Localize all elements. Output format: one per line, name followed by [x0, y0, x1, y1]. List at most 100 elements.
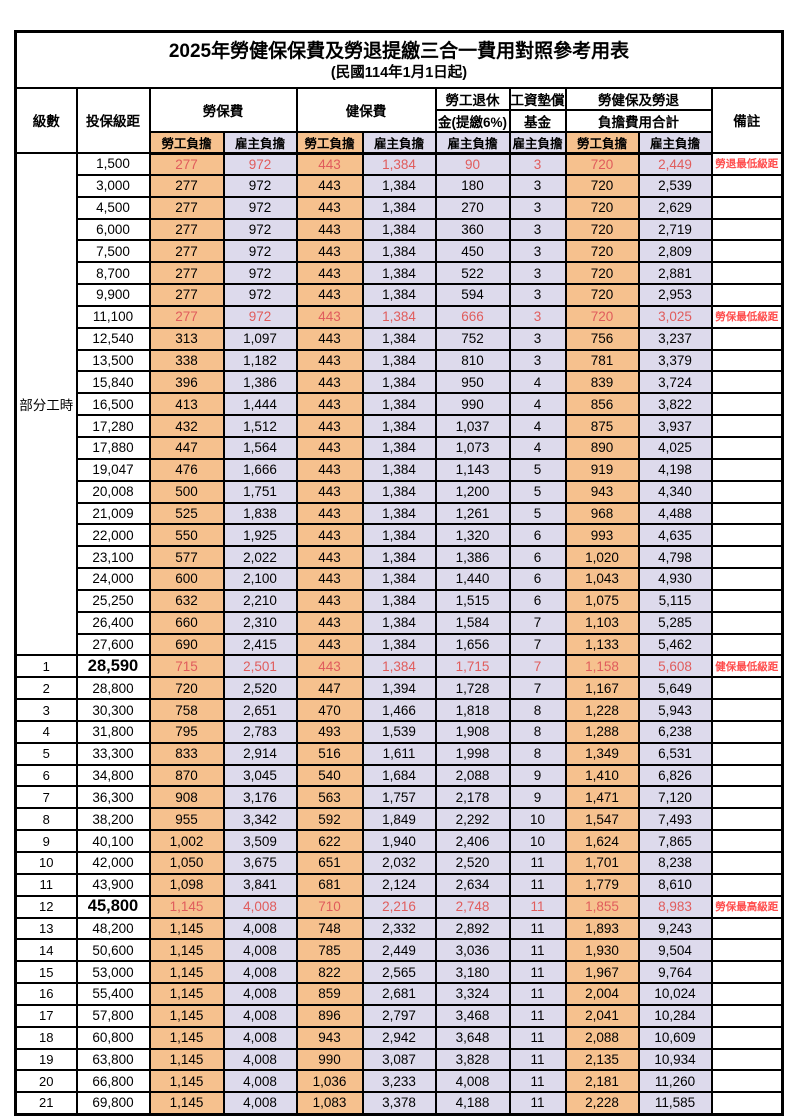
- labor-employee-cell: 277: [148, 152, 225, 176]
- total-employee-cell: 1,930: [564, 938, 640, 963]
- health-employee-cell: 443: [295, 501, 364, 526]
- labor-employer-cell: 1,182: [222, 348, 298, 373]
- health-employee-cell: 443: [295, 304, 364, 329]
- health-employer-cell: 1,684: [361, 763, 437, 788]
- bracket-cell: 55,400: [75, 982, 151, 1006]
- total-employee-cell: 2,181: [564, 1069, 640, 1094]
- table-row: 21,009 525 1,838 443 1,384 1,261 5 968 4…: [16, 501, 784, 526]
- wage-fund-employer-cell: 7: [508, 654, 567, 679]
- wage-fund-employer-cell: 9: [508, 763, 567, 788]
- bracket-cell: 66,800: [75, 1069, 151, 1094]
- total-employee-cell: 2,088: [564, 1025, 640, 1050]
- note-cell: [710, 435, 784, 460]
- total-employee-cell: 839: [564, 370, 640, 395]
- wage-fund-employer-cell: 5: [508, 457, 567, 482]
- labor-employee-cell: 447: [148, 435, 225, 460]
- pension-employer-cell: 752: [434, 326, 511, 351]
- labor-employee-cell: 313: [148, 326, 225, 351]
- labor-employee-cell: 1,145: [148, 1091, 225, 1116]
- note-cell: [710, 632, 784, 657]
- labor-employer-cell: 1,097: [222, 326, 298, 351]
- labor-employer-cell: 4,008: [222, 938, 298, 963]
- note-cell: [710, 173, 784, 198]
- col-group-wage-fund-line1: 工資墊償: [508, 86, 567, 111]
- level-cell: 15: [14, 960, 78, 985]
- bracket-cell: 22,000: [75, 523, 151, 548]
- level-cell: 17: [14, 1003, 78, 1028]
- table-row: 24,000 600 2,100 443 1,384 1,440 6 1,043…: [16, 567, 784, 591]
- total-employer-cell: 9,764: [637, 960, 713, 985]
- total-employee-cell: 1,158: [564, 654, 640, 679]
- health-employer-cell: 1,384: [361, 392, 437, 417]
- note-cell: [710, 392, 784, 417]
- note-cell: [710, 719, 784, 744]
- health-employee-cell: 710: [295, 894, 364, 919]
- table-row: 7,500 277 972 443 1,384 450 3 720 2,809: [16, 239, 784, 264]
- labor-employee-cell: 1,145: [148, 938, 225, 963]
- total-employee-cell: 720: [564, 217, 640, 242]
- subheader-health-employer: 雇主負擔: [361, 130, 437, 155]
- total-employee-cell: 1,855: [564, 894, 640, 919]
- wage-fund-employer-cell: 4: [508, 392, 567, 417]
- health-employer-cell: 1,384: [361, 632, 437, 657]
- total-employee-cell: 720: [564, 152, 640, 176]
- health-employee-cell: 443: [295, 654, 364, 679]
- total-employer-cell: 5,608: [637, 654, 713, 679]
- total-employer-cell: 8,983: [637, 894, 713, 919]
- labor-employee-cell: 1,145: [148, 1069, 225, 1094]
- bracket-cell: 1,500: [75, 152, 151, 176]
- bracket-cell: 23,100: [75, 545, 151, 570]
- labor-employee-cell: 908: [148, 785, 225, 810]
- wage-fund-employer-cell: 10: [508, 829, 567, 853]
- labor-employer-cell: 972: [222, 195, 298, 220]
- wage-fund-employer-cell: 6: [508, 545, 567, 570]
- total-employer-cell: 10,934: [637, 1047, 713, 1072]
- labor-employee-cell: 632: [148, 588, 225, 613]
- labor-employer-cell: 4,008: [222, 1047, 298, 1072]
- total-employer-cell: 2,539: [637, 173, 713, 198]
- labor-employer-cell: 2,310: [222, 610, 298, 635]
- labor-employer-cell: 972: [222, 152, 298, 176]
- note-cell: [710, 982, 784, 1006]
- total-employer-cell: 4,340: [637, 479, 713, 504]
- total-employer-cell: 4,488: [637, 501, 713, 526]
- pension-employer-cell: 2,748: [434, 894, 511, 919]
- labor-employer-cell: 4,008: [222, 1091, 298, 1116]
- note-cell: [710, 479, 784, 504]
- note-cell: [710, 610, 784, 635]
- health-employee-cell: 681: [295, 872, 364, 897]
- labor-employer-cell: 3,675: [222, 851, 298, 875]
- total-employer-cell: 4,635: [637, 523, 713, 548]
- labor-employer-cell: 3,176: [222, 785, 298, 810]
- total-employer-cell: 3,937: [637, 414, 713, 438]
- labor-employer-cell: 3,841: [222, 872, 298, 897]
- labor-employee-cell: 277: [148, 173, 225, 198]
- bracket-cell: 11,100: [75, 304, 151, 329]
- premium-reference-table: 2025年勞健保保費及勞退提繳三合一費用對照參考用表 (民國114年1月1日起)…: [14, 30, 784, 1116]
- health-employer-cell: 1,940: [361, 829, 437, 853]
- table-row: 3 30,300 758 2,651 470 1,466 1,818 8 1,2…: [14, 698, 784, 722]
- health-employee-cell: 748: [295, 916, 364, 941]
- total-employer-cell: 7,120: [637, 785, 713, 810]
- wage-fund-employer-cell: 3: [508, 239, 567, 264]
- table-row: 17,280 432 1,512 443 1,384 1,037 4 875 3…: [16, 414, 784, 438]
- health-employee-cell: 443: [295, 239, 364, 264]
- total-employee-cell: 1,893: [564, 916, 640, 941]
- total-employer-cell: 5,462: [637, 632, 713, 657]
- labor-employee-cell: 1,145: [148, 894, 225, 919]
- level-cell: 11: [14, 872, 78, 897]
- table-row: 7 36,300 908 3,176 563 1,757 2,178 9 1,4…: [14, 785, 784, 810]
- total-employee-cell: 781: [564, 348, 640, 373]
- table-row: 15 53,000 1,145 4,008 822 2,565 3,180 11…: [14, 960, 784, 985]
- total-employer-cell: 8,610: [637, 872, 713, 897]
- table-row: 16 55,400 1,145 4,008 859 2,681 3,324 11…: [14, 982, 784, 1006]
- col-header-bracket: 投保級距: [75, 86, 151, 154]
- bracket-cell: 16,500: [75, 392, 151, 417]
- bracket-cell: 9,900: [75, 283, 151, 307]
- note-cell: [710, 1091, 784, 1116]
- pension-employer-cell: 1,073: [434, 435, 511, 460]
- subheader-total-employer: 雇主負擔: [637, 130, 713, 155]
- bracket-cell: 7,500: [75, 239, 151, 264]
- health-employee-cell: 990: [295, 1047, 364, 1072]
- labor-employee-cell: 715: [148, 654, 225, 679]
